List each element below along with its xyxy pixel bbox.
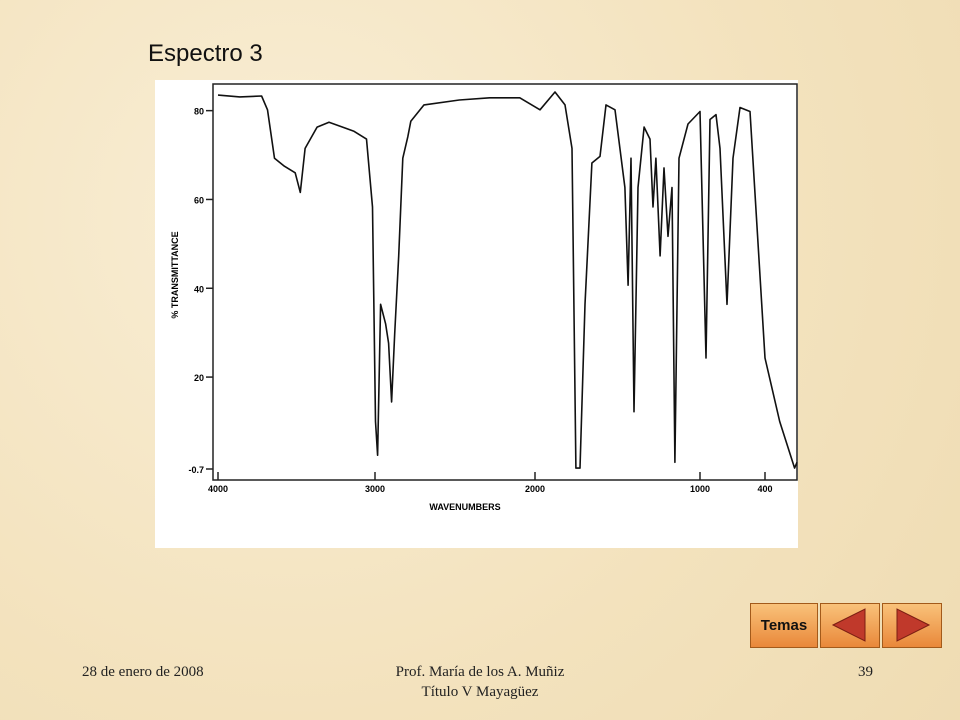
- next-arrow: [896, 608, 931, 642]
- spectrum-line: [217, 91, 798, 469]
- x-tick-label: 4000: [208, 484, 228, 494]
- next-button[interactable]: [882, 603, 942, 648]
- x-tick-label: 400: [757, 484, 772, 494]
- footer-date: 28 de enero de 2008: [82, 664, 204, 680]
- y-tick-label: -0.7: [188, 465, 204, 475]
- prev-arrow: [831, 608, 866, 642]
- y-tick-label: 60: [194, 195, 204, 205]
- y-tick-label: 80: [194, 107, 204, 117]
- footer-author: Prof. María de los A. Muñiz: [395, 664, 565, 680]
- plot-frame: [212, 83, 798, 481]
- y-tick-label: 20: [194, 373, 204, 383]
- footer-page: 39: [858, 664, 873, 680]
- slide-title: Espectro 3: [148, 40, 263, 67]
- image-panel: [155, 80, 798, 548]
- x-tick-label: 3000: [365, 484, 385, 494]
- y-axis-label: % TRANSMITTANCE: [170, 231, 180, 318]
- y-tick-label: 40: [194, 284, 204, 294]
- x-tick-label: 1000: [690, 484, 710, 494]
- x-tick-label: 2000: [525, 484, 545, 494]
- footer-program: Título V Mayagüez: [421, 684, 539, 700]
- temas-button[interactable]: Temas: [750, 603, 818, 648]
- x-axis-label: WAVENUMBERS: [429, 502, 500, 512]
- prev-button[interactable]: [820, 603, 880, 648]
